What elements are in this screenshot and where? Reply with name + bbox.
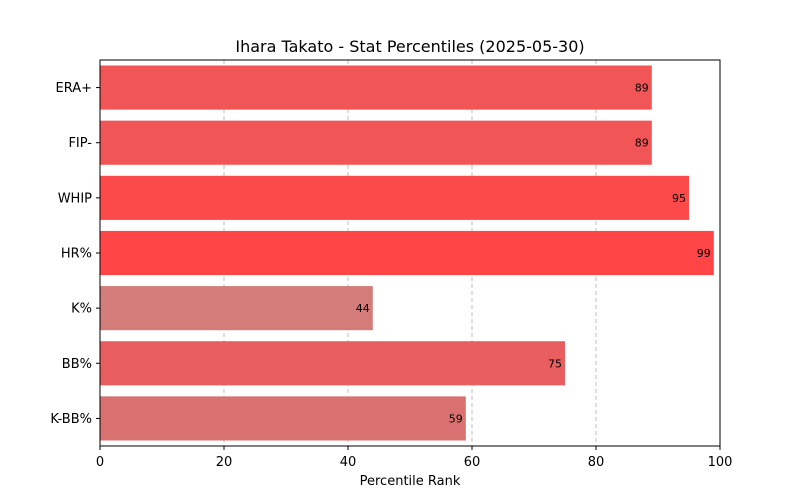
y-tick-label: ERA+ <box>55 81 92 96</box>
y-tick-label: K% <box>71 302 92 317</box>
x-axis-label: Percentile Rank <box>360 474 461 489</box>
data-label: 75 <box>548 357 562 370</box>
data-label: 99 <box>697 247 711 260</box>
data-label: 59 <box>449 412 463 425</box>
y-tick-label: K-BB% <box>50 412 92 427</box>
data-label: 89 <box>635 137 649 150</box>
y-tick-label: WHIP <box>58 191 92 206</box>
bar-era- <box>100 65 652 110</box>
x-tick-label: 100 <box>708 455 733 470</box>
data-label: 89 <box>635 82 649 95</box>
data-label: 44 <box>356 302 370 315</box>
x-tick-label: 40 <box>340 455 357 470</box>
y-tick-label: HR% <box>61 247 92 262</box>
chart-title: Ihara Takato - Stat Percentiles (2025-05… <box>235 37 584 56</box>
y-tick-label: BB% <box>62 357 92 372</box>
y-axis: ERA+ FIP- WHIP HR% K% BB% K-BB% <box>50 81 100 427</box>
bar-k- <box>100 286 373 331</box>
data-label: 95 <box>672 192 686 205</box>
bar-fip- <box>100 120 652 165</box>
bar-bb- <box>100 341 565 386</box>
bars: 89 89 95 99 44 75 59 <box>100 65 714 441</box>
x-axis: 0 20 40 60 80 100 <box>96 446 733 470</box>
y-tick-label: FIP- <box>68 136 92 151</box>
x-tick-label: 0 <box>96 455 104 470</box>
x-tick-label: 20 <box>216 455 233 470</box>
x-tick-label: 80 <box>588 455 605 470</box>
x-tick-label: 60 <box>464 455 481 470</box>
bar-k-bb- <box>100 396 466 441</box>
bar-hr- <box>100 230 714 276</box>
bar-whip <box>100 175 689 220</box>
